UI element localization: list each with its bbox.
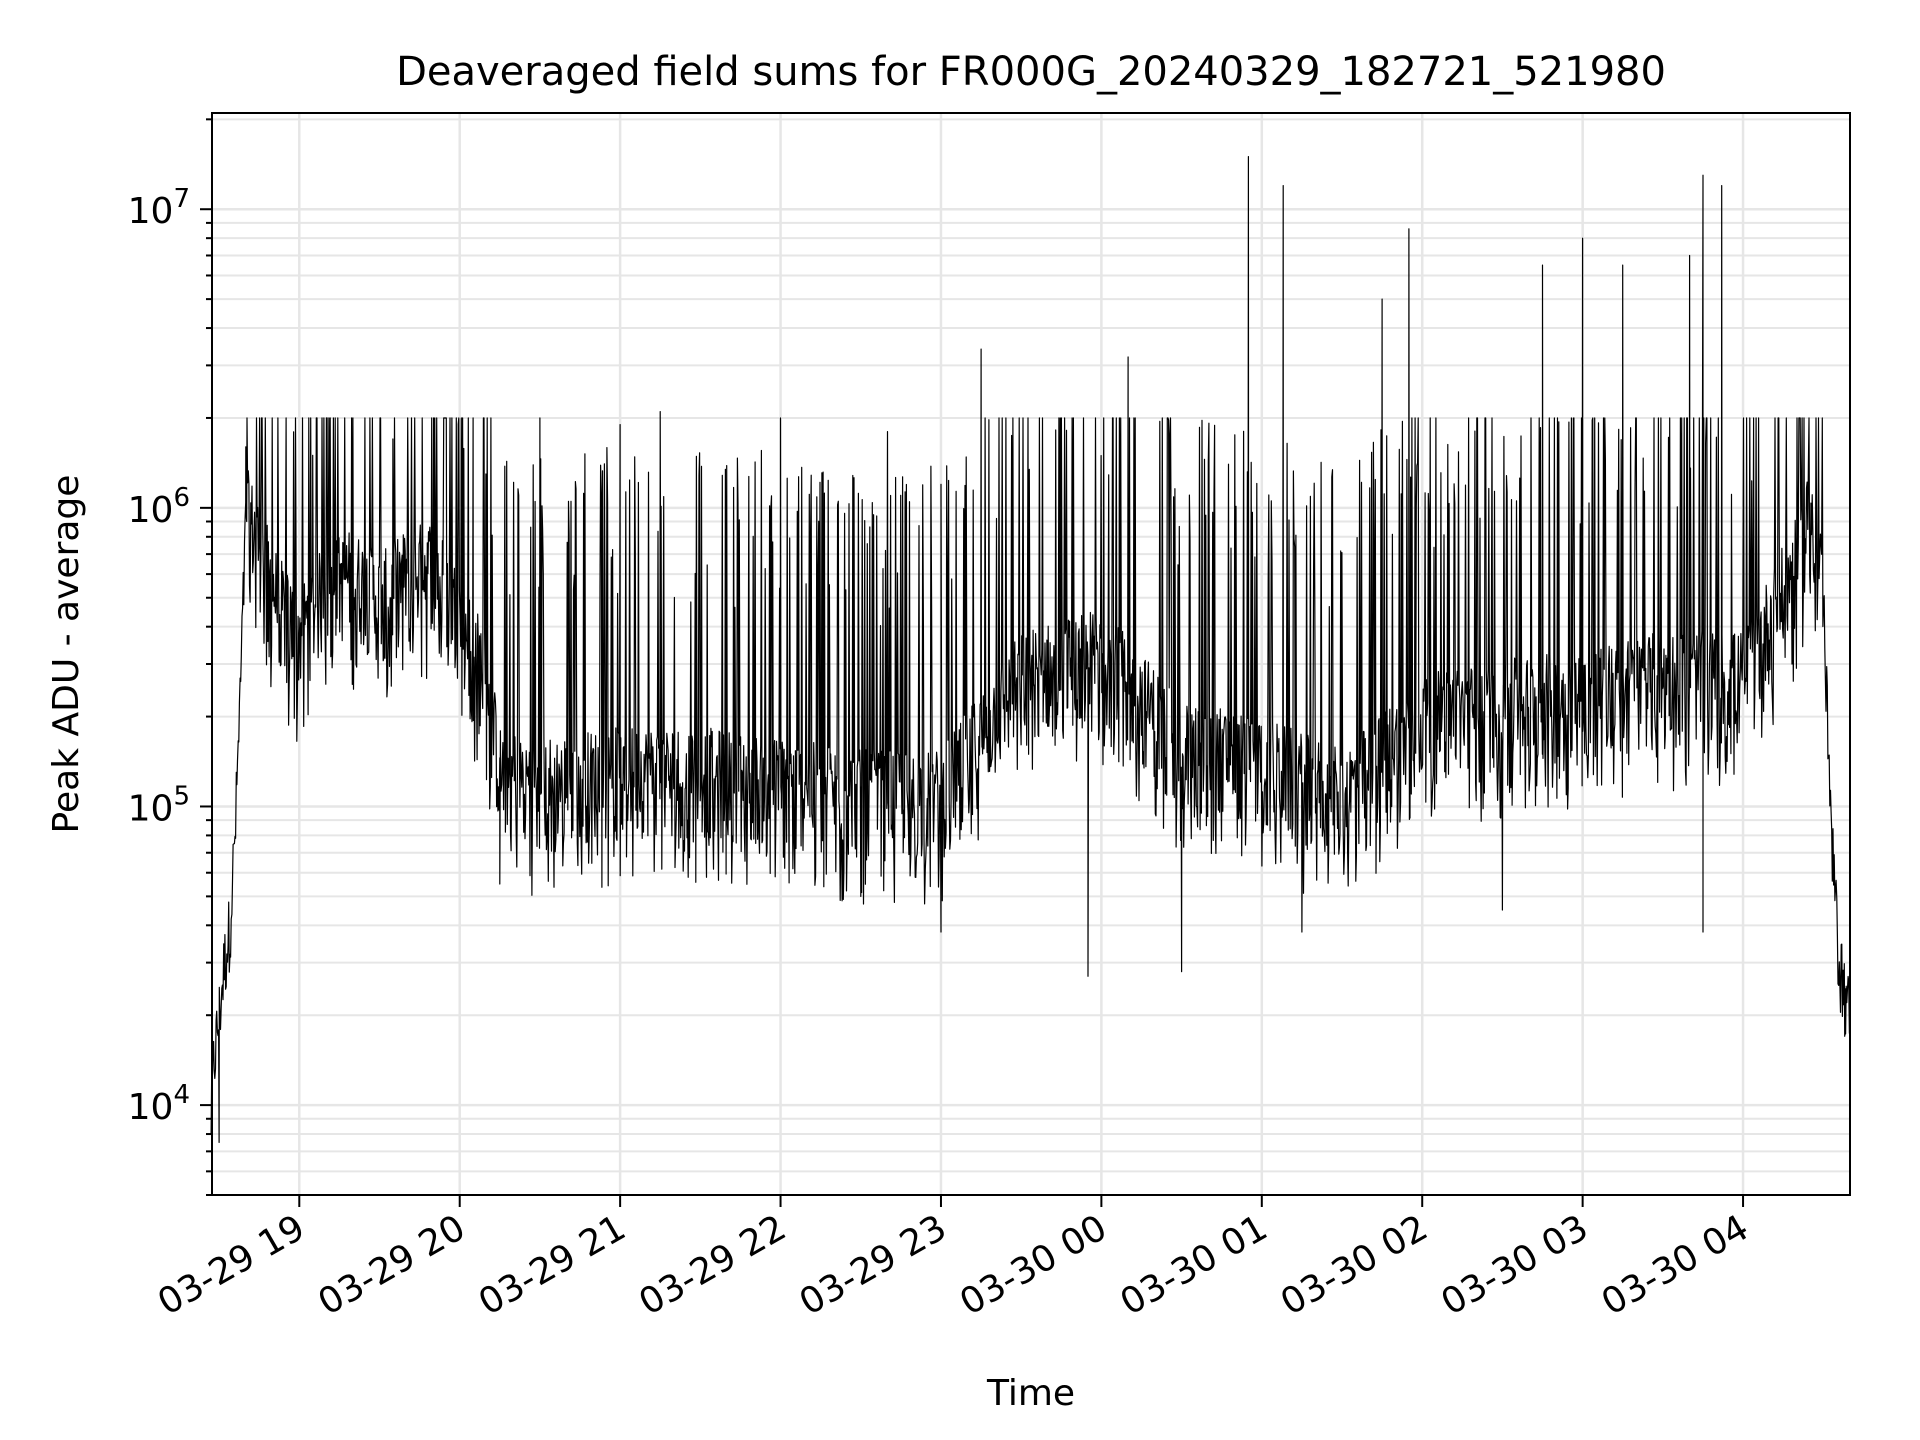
x-tick-label: 03-30 04 (1595, 1207, 1756, 1323)
y-tick-label: 106 (128, 483, 190, 531)
y-tick-label-base: 10 (128, 1087, 174, 1128)
grid-layer (212, 113, 1850, 1196)
x-tick-label: 03-29 21 (472, 1207, 633, 1323)
y-tick-label-base: 10 (128, 788, 174, 829)
y-tick-label: 104 (128, 1080, 190, 1128)
x-tick-label: 03-29 20 (312, 1207, 473, 1323)
plot-frame (211, 112, 1851, 1196)
y-tick-label-base: 10 (128, 490, 174, 531)
x-tick-label: 03-30 00 (953, 1207, 1114, 1323)
series-layer (210, 156, 1851, 1143)
y-tick-label-exponent: 7 (173, 184, 190, 214)
x-tick-label: 03-29 19 (151, 1207, 312, 1323)
x-axis-label: Time (986, 1373, 1075, 1414)
y-tick-label-exponent: 4 (173, 1080, 190, 1110)
y-tick-label: 105 (128, 781, 190, 829)
x-tick-label: 03-30 02 (1274, 1207, 1435, 1323)
series-line (210, 156, 1851, 1143)
y-tick-label-exponent: 6 (173, 483, 190, 513)
x-tick-label: 03-30 01 (1114, 1207, 1275, 1323)
x-tick-label: 03-29 23 (793, 1207, 954, 1323)
y-tick-label-exponent: 5 (173, 781, 190, 811)
x-tick-label: 03-30 03 (1434, 1207, 1595, 1323)
chart-title: Deaveraged field sums for FR000G_2024032… (396, 49, 1666, 95)
x-tick-label: 03-29 22 (632, 1207, 793, 1323)
y-tick-label-base: 10 (128, 191, 174, 232)
y-tick-label: 107 (128, 184, 190, 232)
y-axis-label: Peak ADU - average (46, 475, 87, 834)
